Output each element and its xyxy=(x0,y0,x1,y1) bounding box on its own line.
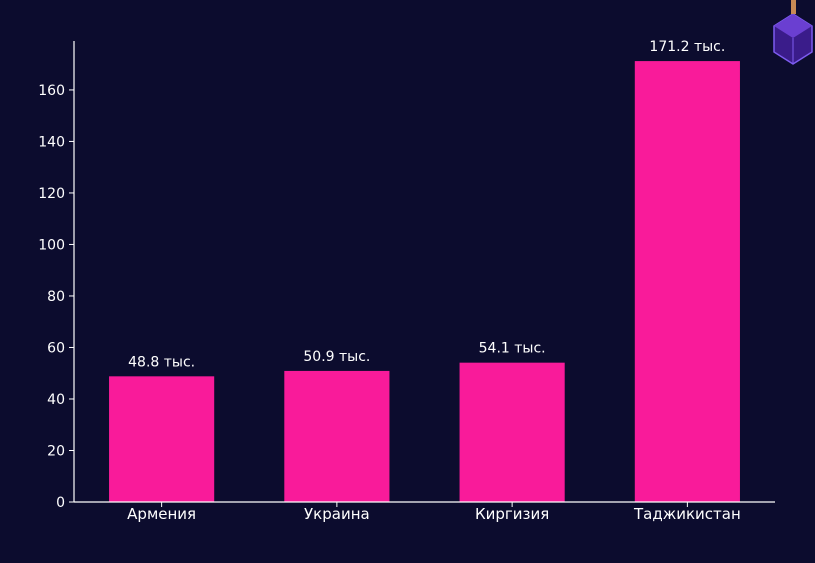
data-label: 48.8 тыс. xyxy=(128,354,195,370)
y-tick-label: 20 xyxy=(47,443,65,459)
data-label: 54.1 тыс. xyxy=(479,341,546,357)
bar xyxy=(459,362,565,502)
x-tick-label: Таджикистан xyxy=(633,505,741,523)
y-tick-label: 140 xyxy=(38,134,65,150)
y-tick-label: 120 xyxy=(38,186,65,202)
bars-group xyxy=(109,61,740,503)
bar xyxy=(284,370,390,502)
data-label: 171.2 тыс. xyxy=(649,39,725,55)
y-tick-label: 80 xyxy=(47,289,65,305)
x-tick-label: Украина xyxy=(304,505,370,523)
y-tick-label: 100 xyxy=(38,237,65,253)
y-tick-label: 40 xyxy=(47,392,65,408)
bar xyxy=(634,61,740,503)
data-label: 50.9 тыс. xyxy=(303,349,370,365)
data-labels: 48.8 тыс. 50.9 тыс. 54.1 тыс. 171.2 тыс. xyxy=(128,39,725,370)
bar xyxy=(109,376,215,502)
x-tick-label: Киргизия xyxy=(475,505,549,523)
hexagon-cube-icon xyxy=(773,0,813,65)
y-tick-label: 160 xyxy=(38,83,65,99)
x-tick-labels: Армения Украина Киргизия Таджикистан xyxy=(127,502,741,523)
y-tick-label: 0 xyxy=(56,495,65,511)
y-tick-labels: 0 20 40 60 80 100 120 140 160 xyxy=(38,83,74,511)
x-tick-label: Армения xyxy=(127,505,196,523)
y-tick-label: 60 xyxy=(47,340,65,356)
